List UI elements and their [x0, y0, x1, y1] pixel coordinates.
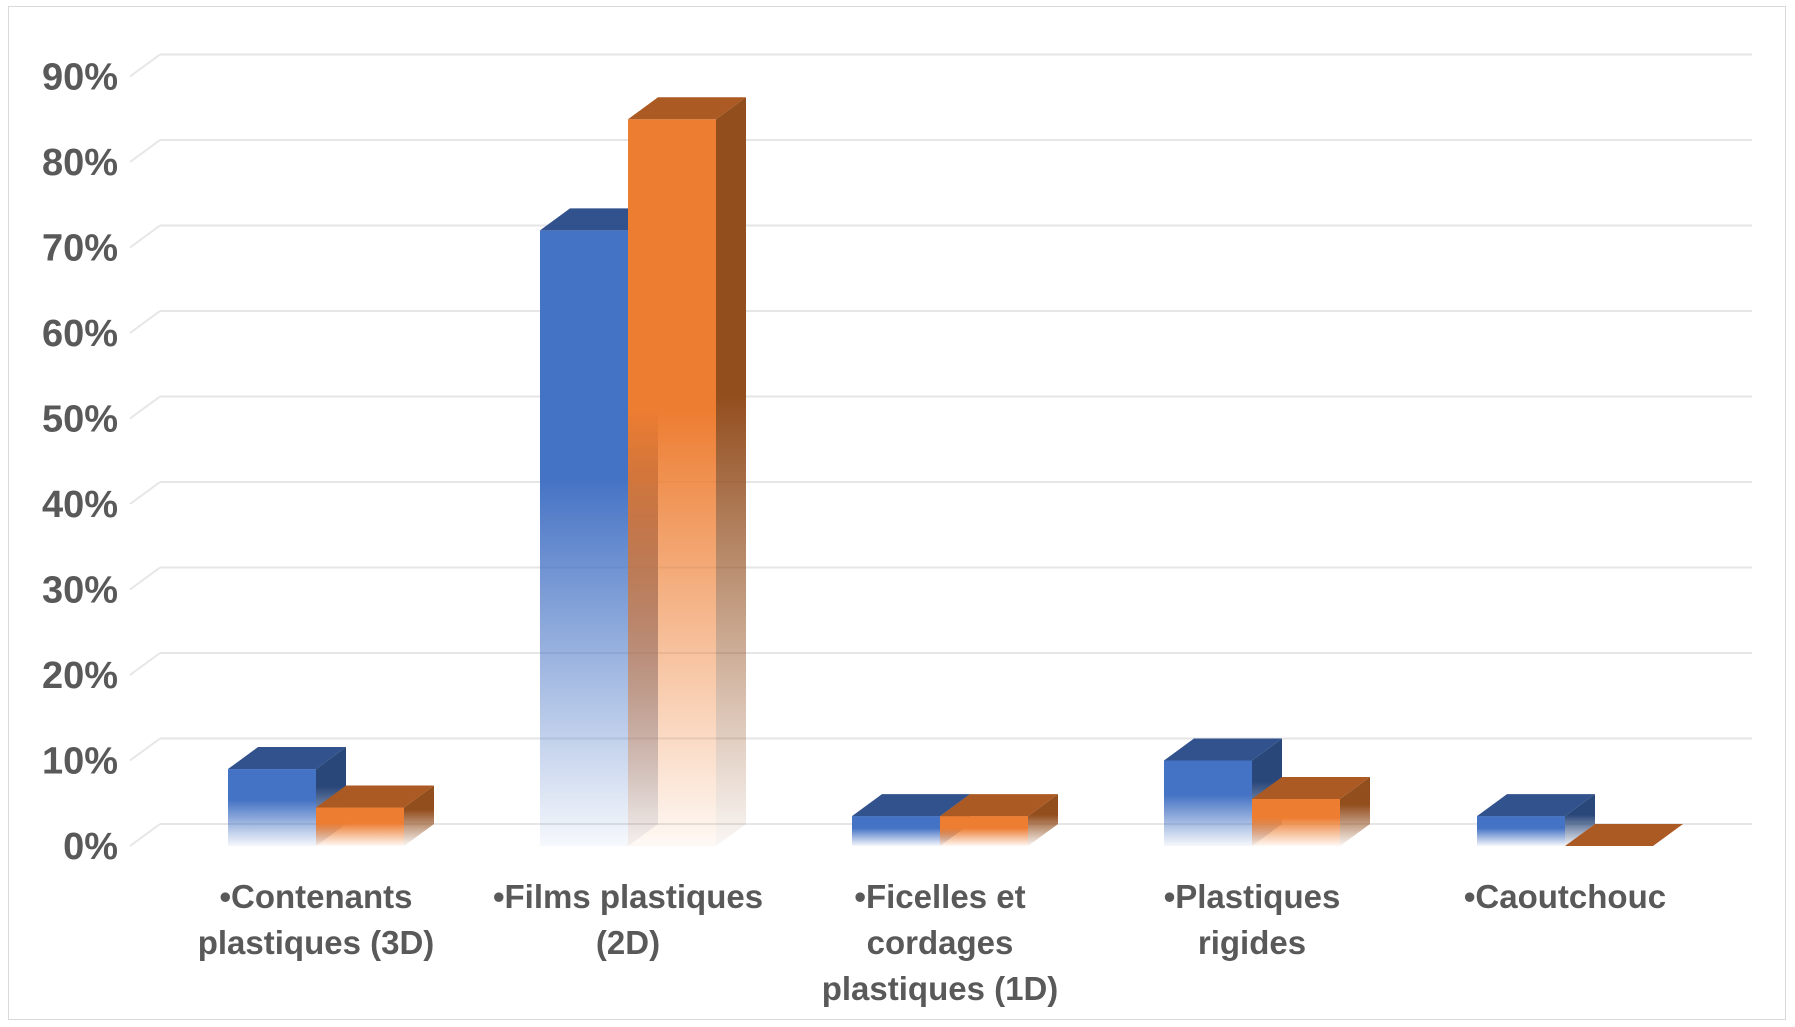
y-tick-label: 30%: [42, 570, 118, 612]
bar-top: [316, 785, 434, 808]
x-category-label: rigides: [1198, 924, 1306, 961]
bar-4-0: [1477, 794, 1595, 846]
gridline-floor: [129, 310, 161, 334]
bar-side: [404, 785, 434, 846]
bar-3-1: [1252, 776, 1370, 846]
x-category-label: plastiques (3D): [198, 924, 435, 961]
x-category-label: •Plastiques: [1164, 878, 1341, 915]
y-tick-label: 10%: [42, 741, 118, 783]
gridline-floor: [129, 395, 161, 420]
gridline-floor: [129, 823, 161, 847]
bar-top: [628, 97, 746, 120]
bar-side: [1565, 794, 1595, 846]
gridline-floor: [129, 224, 161, 249]
x-category-label: •Caoutchouc: [1464, 878, 1666, 915]
bar-front: [228, 769, 316, 846]
x-category-label: •Ficelles et: [854, 878, 1025, 915]
bar-top: [940, 794, 1058, 817]
y-tick-label: 20%: [42, 655, 118, 697]
y-tick-label: 60%: [42, 313, 118, 355]
y-tick-label: 80%: [42, 142, 118, 184]
chart-frame: [8, 6, 1786, 1020]
bar-front: [1252, 798, 1340, 846]
bar-front: [1477, 816, 1565, 846]
y-tick-label: 90%: [42, 57, 118, 99]
x-category-label: •Films plastiques: [493, 878, 763, 915]
y-tick-label: 0%: [63, 826, 118, 868]
gridline-floor: [129, 566, 161, 591]
x-category-label: (2D): [596, 924, 660, 961]
x-category-label: •Contenants: [219, 878, 412, 915]
gridline-floor: [129, 53, 161, 78]
x-category-label: plastiques (1D): [822, 970, 1059, 1007]
bar-top: [852, 794, 970, 817]
bar-top: [1565, 824, 1683, 846]
bar-front: [540, 230, 628, 846]
bar-top: [1477, 794, 1595, 817]
bar-side: [716, 97, 746, 846]
bar-front: [852, 816, 940, 846]
bar-front: [940, 816, 1028, 846]
bar-2-1: [940, 794, 1058, 846]
bar-top: [228, 747, 346, 770]
y-tick-label: 50%: [42, 399, 118, 441]
gridline-floor: [129, 652, 161, 676]
bar-top: [1252, 776, 1370, 799]
x-category-label: cordages: [867, 924, 1014, 961]
bar-top: [1164, 738, 1282, 761]
bar-side: [1028, 794, 1058, 846]
y-tick-label: 70%: [42, 228, 118, 270]
bar-front: [1164, 760, 1252, 846]
bar-front: [628, 119, 716, 846]
gridline-floor: [129, 737, 161, 762]
gridline-floor: [129, 139, 161, 163]
bar-4-1: [1565, 824, 1683, 846]
bar-side: [1340, 776, 1370, 846]
bar-0-1: [316, 785, 434, 846]
bar-1-1: [628, 97, 746, 846]
y-tick-label: 40%: [42, 484, 118, 526]
gridline-floor: [129, 481, 161, 505]
bar-front: [316, 807, 404, 846]
